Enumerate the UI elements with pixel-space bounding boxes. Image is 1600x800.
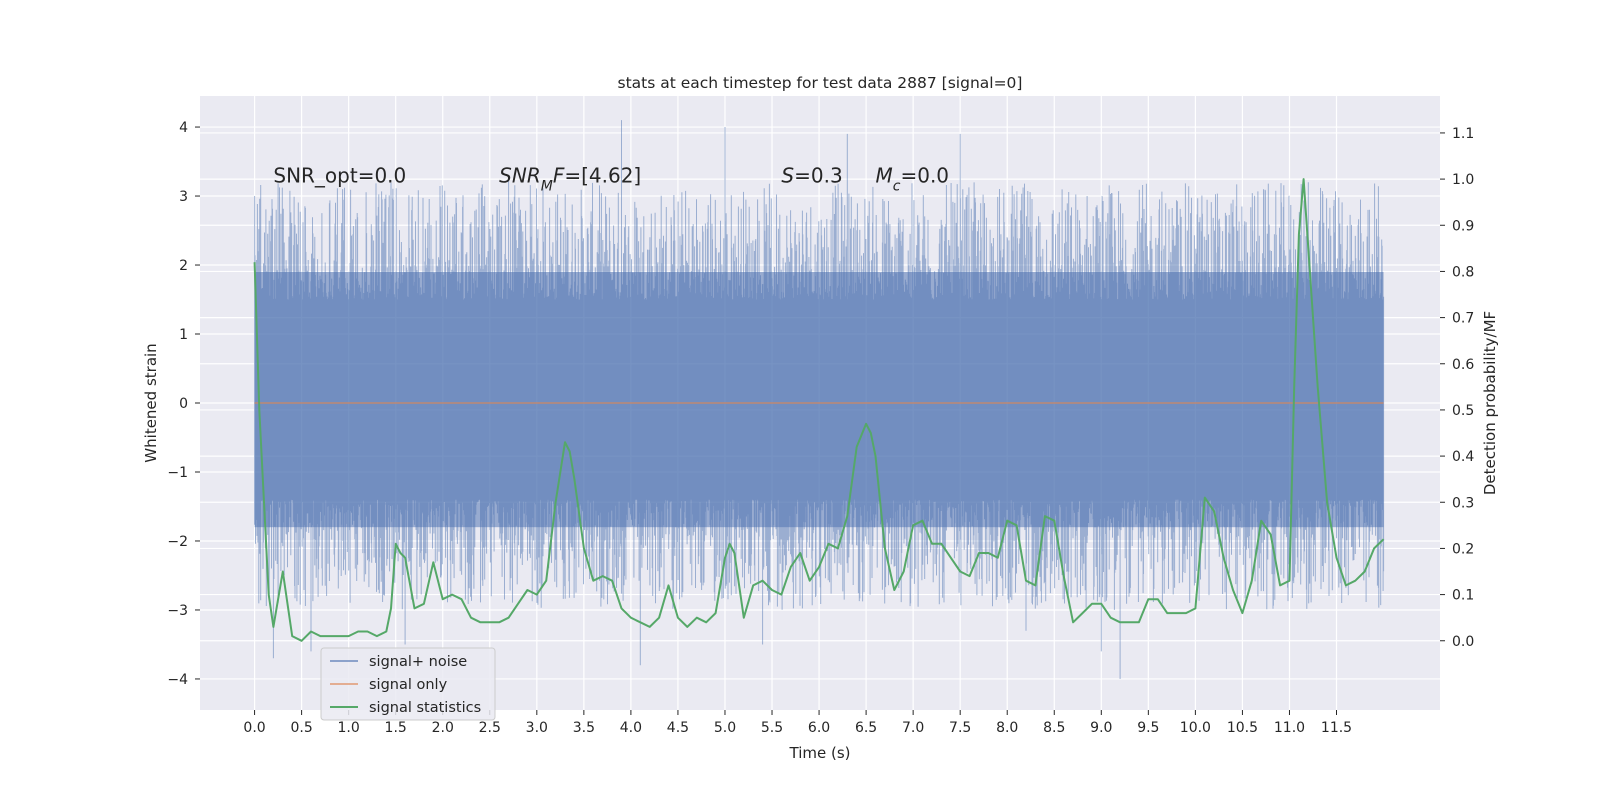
x-tick-label: 8.0 [996, 720, 1018, 736]
y-right-tick-label: 1.1 [1452, 126, 1474, 142]
y-left-tick-label: −4 [167, 672, 188, 688]
x-tick-label: 9.0 [1090, 720, 1112, 736]
x-tick-label: 9.5 [1137, 720, 1159, 736]
y-right-tick-label: 0.9 [1452, 218, 1474, 234]
lines-layer [253, 178, 1385, 642]
x-tick-label: 8.5 [1043, 720, 1065, 736]
chart-title: stats at each timestep for test data 288… [618, 74, 1023, 92]
y-left-tick-label: −1 [167, 465, 188, 481]
annotation-text: SNRMF=[4.62] [499, 163, 641, 194]
x-tick-label: 11.5 [1321, 720, 1352, 736]
y-left-tick-label: 1 [179, 327, 188, 343]
x-tick-label: 5.5 [761, 720, 783, 736]
x-tick-label: 3.5 [573, 720, 595, 736]
annotation-text: S=0.3 [781, 163, 842, 187]
y-right-tick-label: 0.1 [1452, 588, 1474, 604]
signal-noise-band [254, 120, 1385, 679]
x-tick-label: 0.0 [243, 720, 265, 736]
y-right-tick-label: 0.3 [1452, 495, 1474, 511]
legend-label-signal-only: signal only [369, 677, 448, 693]
x-tick-label: 0.5 [290, 720, 312, 736]
y-right-tick-label: 0.5 [1452, 403, 1474, 419]
y-right-tick-label: 0.0 [1452, 634, 1474, 650]
x-tick-label: 6.0 [808, 720, 830, 736]
x-tick-label: 2.0 [432, 720, 454, 736]
y-right-tick-label: 0.8 [1452, 264, 1474, 280]
y-axis-label-left: Whitened strain [142, 343, 160, 462]
y-left-tick-label: −2 [167, 534, 188, 550]
x-tick-label: 10.5 [1227, 720, 1258, 736]
y-left-tick-label: 0 [179, 396, 188, 412]
x-tick-label: 1.5 [385, 720, 407, 736]
x-tick-label: 7.0 [902, 720, 924, 736]
x-tick-label: 3.0 [526, 720, 548, 736]
y-left-tick-label: −3 [167, 603, 188, 619]
legend-label-signal-noise: signal+ noise [369, 654, 467, 670]
y-axis-label-right: Detection probability/MF [1481, 311, 1499, 495]
x-tick-label: 4.5 [667, 720, 689, 736]
x-tick-label: 2.5 [479, 720, 501, 736]
x-axis-label: Time (s) [789, 744, 851, 762]
y-right-tick-label: 0.4 [1452, 449, 1474, 465]
x-tick-label: 4.0 [620, 720, 642, 736]
y-right-tick-label: 0.6 [1452, 357, 1474, 373]
x-tick-label: 11.0 [1274, 720, 1305, 736]
y-right-tick-label: 0.7 [1452, 311, 1474, 327]
x-tick-label: 1.0 [338, 720, 360, 736]
y-left-tick-label: 4 [179, 120, 188, 136]
annotation-text: SNR_opt=0.0 [273, 163, 406, 187]
signal-statistics-line [253, 178, 1385, 642]
ticks-layer: 0.0 0.5 1.0 1.5 2.0 2.5 3.0 3.5 4.0 4.5 5.0 5.5 6.0 6… [167, 120, 1474, 736]
y-right-tick-label: 0.2 [1452, 541, 1474, 557]
annotations-layer: SNR_opt=0.0 SNRMF=[4.62] S=0.3 Mc=0.0 [273, 163, 949, 194]
legend: signal+ noise signal only signal statist… [320, 647, 496, 721]
x-tick-label: 6.5 [855, 720, 877, 736]
y-left-tick-label: 2 [179, 258, 188, 274]
x-tick-label: 5.0 [714, 720, 736, 736]
x-tick-label: 10.0 [1180, 720, 1211, 736]
y-left-tick-label: 3 [179, 189, 188, 205]
y-right-tick-label: 1.0 [1452, 172, 1474, 188]
legend-box [320, 647, 496, 721]
annotation-text: Mc=0.0 [876, 163, 950, 194]
x-tick-label: 7.5 [949, 720, 971, 736]
legend-label-signal-statistics: signal statistics [369, 700, 481, 716]
